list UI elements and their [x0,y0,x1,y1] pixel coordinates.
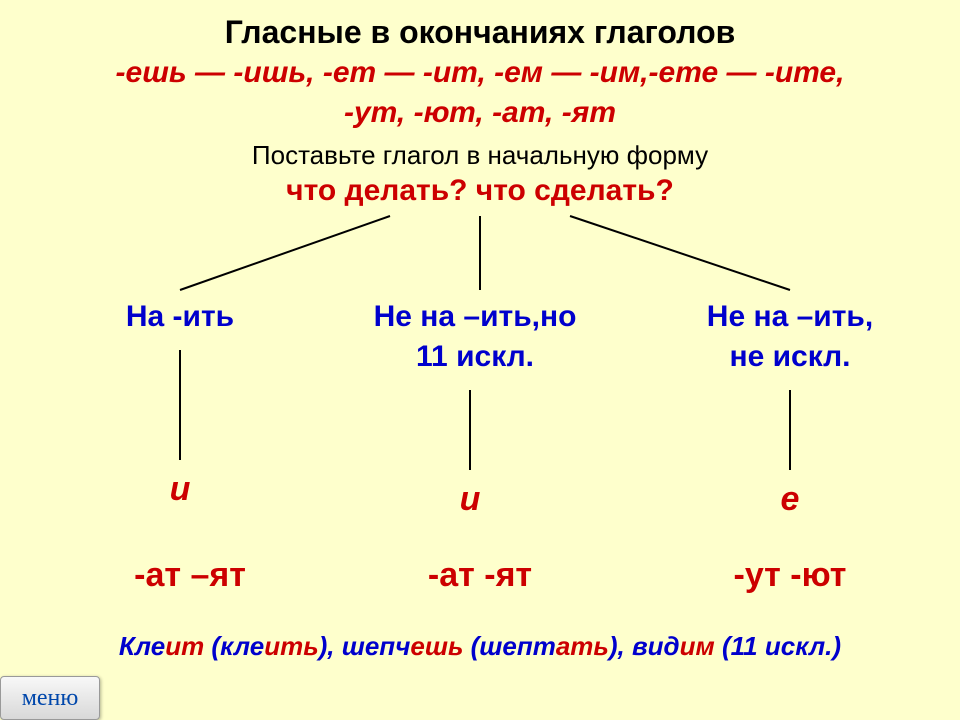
branch-right-label-l2: не искл. [680,340,900,374]
endings-left: -ат –ят [100,556,280,595]
branch-middle-label-l1: Не на –ить,но [360,300,590,334]
vowel-right: е [770,480,810,519]
endings-middle: -ат -ят [390,556,570,595]
vowel-left: и [160,470,200,509]
ex-seg: Кле [119,631,165,661]
question-text: что делать? что сделать? [0,174,960,208]
branch-right-label-l1: Не на –ить, [680,300,900,334]
instruction-text: Поставьте глагол в начальную форму [0,140,960,171]
ex-hi: ешь [410,631,463,661]
branch-left-label: На -ить [100,300,260,334]
branch-middle-label-l2: 11 искл. [360,340,590,374]
endings-right: -ут -ют [700,556,880,595]
ex-seg: ), шепч [319,631,411,661]
endings-line-1: -ешь — -ишь, -ет — -ит, -ем — -им,-ете —… [0,56,960,90]
ex-hi: ит [165,631,204,661]
endings-line-2: -ут, -ют, -ат, -ят [0,96,960,130]
page-title: Гласные в окончаниях глаголов [0,14,960,51]
ex-seg: (11 искл.) [715,631,841,661]
examples-line: Клеит (клеить), шепчешь (шептать), видим… [0,631,960,662]
ex-seg: ), вид [609,631,680,661]
ex-seg: (кле [204,631,264,661]
ex-hi: ать [556,631,609,661]
ex-hi: им [680,631,715,661]
vowel-middle: и [450,480,490,519]
ex-seg: (шепт [463,631,555,661]
menu-button[interactable]: меню [0,676,100,720]
ex-hi: ить [264,631,318,661]
